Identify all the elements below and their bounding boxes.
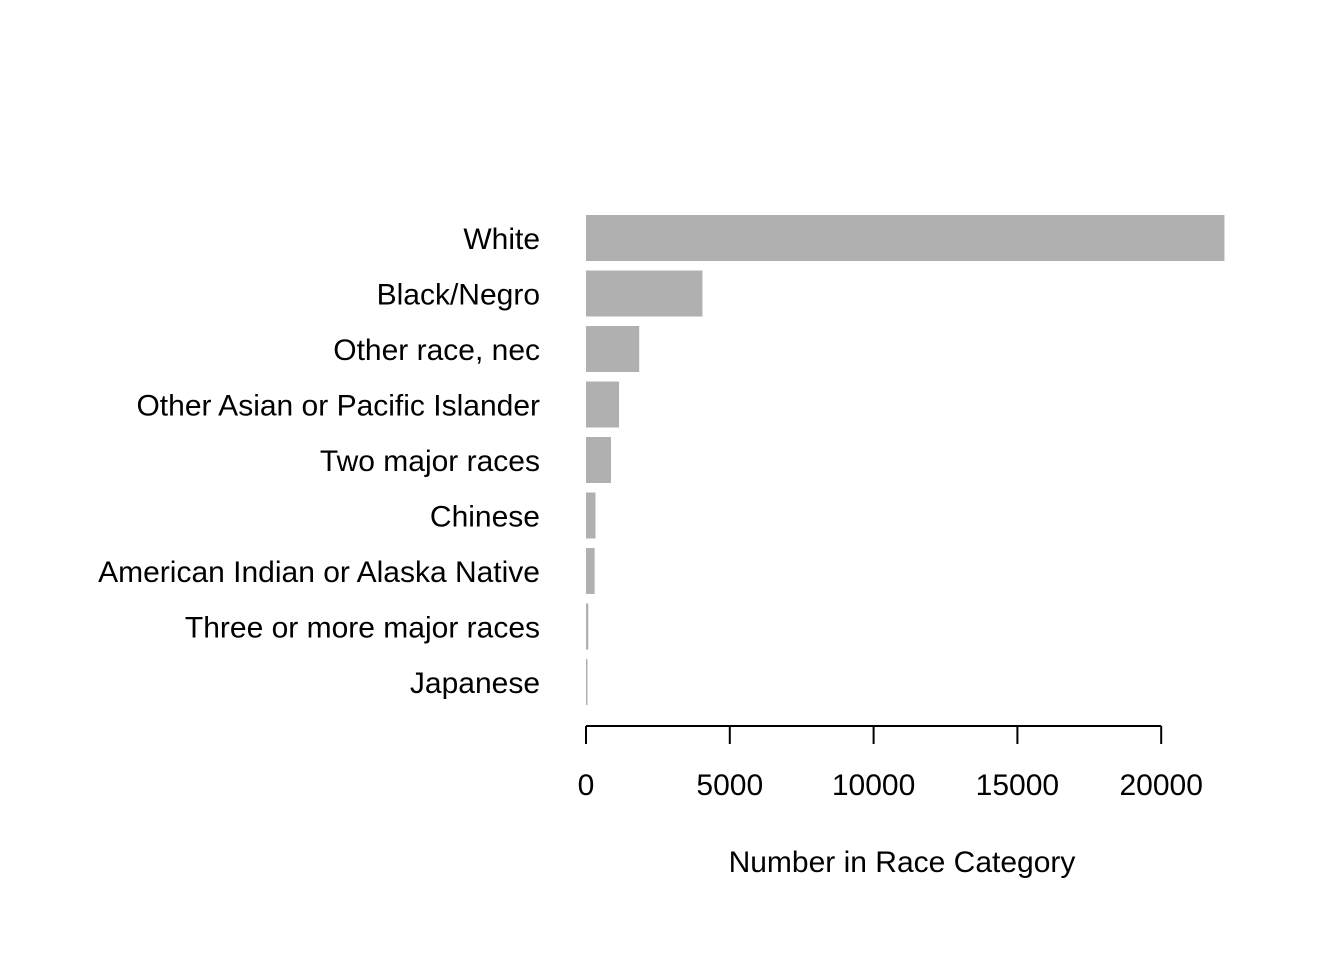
bar	[586, 326, 640, 372]
category-label: Other Asian or Pacific Islander	[136, 390, 540, 423]
x-tick-label: 0	[578, 769, 595, 802]
bar	[586, 659, 588, 705]
x-tick-label: 15000	[976, 769, 1059, 802]
bar	[586, 492, 596, 539]
category-label: Black/Negro	[377, 279, 540, 312]
bar	[586, 548, 595, 594]
category-label: American Indian or Alaska Native	[98, 556, 540, 589]
category-labels: White Black/Negro Other race, nec Other Asi…	[98, 223, 540, 700]
category-label: Chinese	[430, 501, 540, 534]
x-axis-title: Number in Race Category	[729, 846, 1076, 879]
x-tick-label: 20000	[1119, 769, 1202, 802]
bar	[586, 381, 620, 428]
bar	[586, 603, 589, 650]
x-tick-label: 5000	[696, 769, 763, 802]
bars-layer	[586, 215, 1225, 705]
bar	[586, 215, 1225, 261]
bar	[586, 437, 612, 483]
x-axis: 0 5000 10000 15000 20000	[578, 725, 1203, 802]
category-label: Two major races	[320, 445, 540, 478]
category-label: Other race, nec	[333, 334, 540, 367]
bar	[586, 270, 703, 317]
category-label: White	[463, 223, 540, 256]
x-tick-label: 10000	[832, 769, 915, 802]
category-label: Japanese	[410, 667, 540, 700]
category-label: Three or more major races	[185, 612, 540, 645]
